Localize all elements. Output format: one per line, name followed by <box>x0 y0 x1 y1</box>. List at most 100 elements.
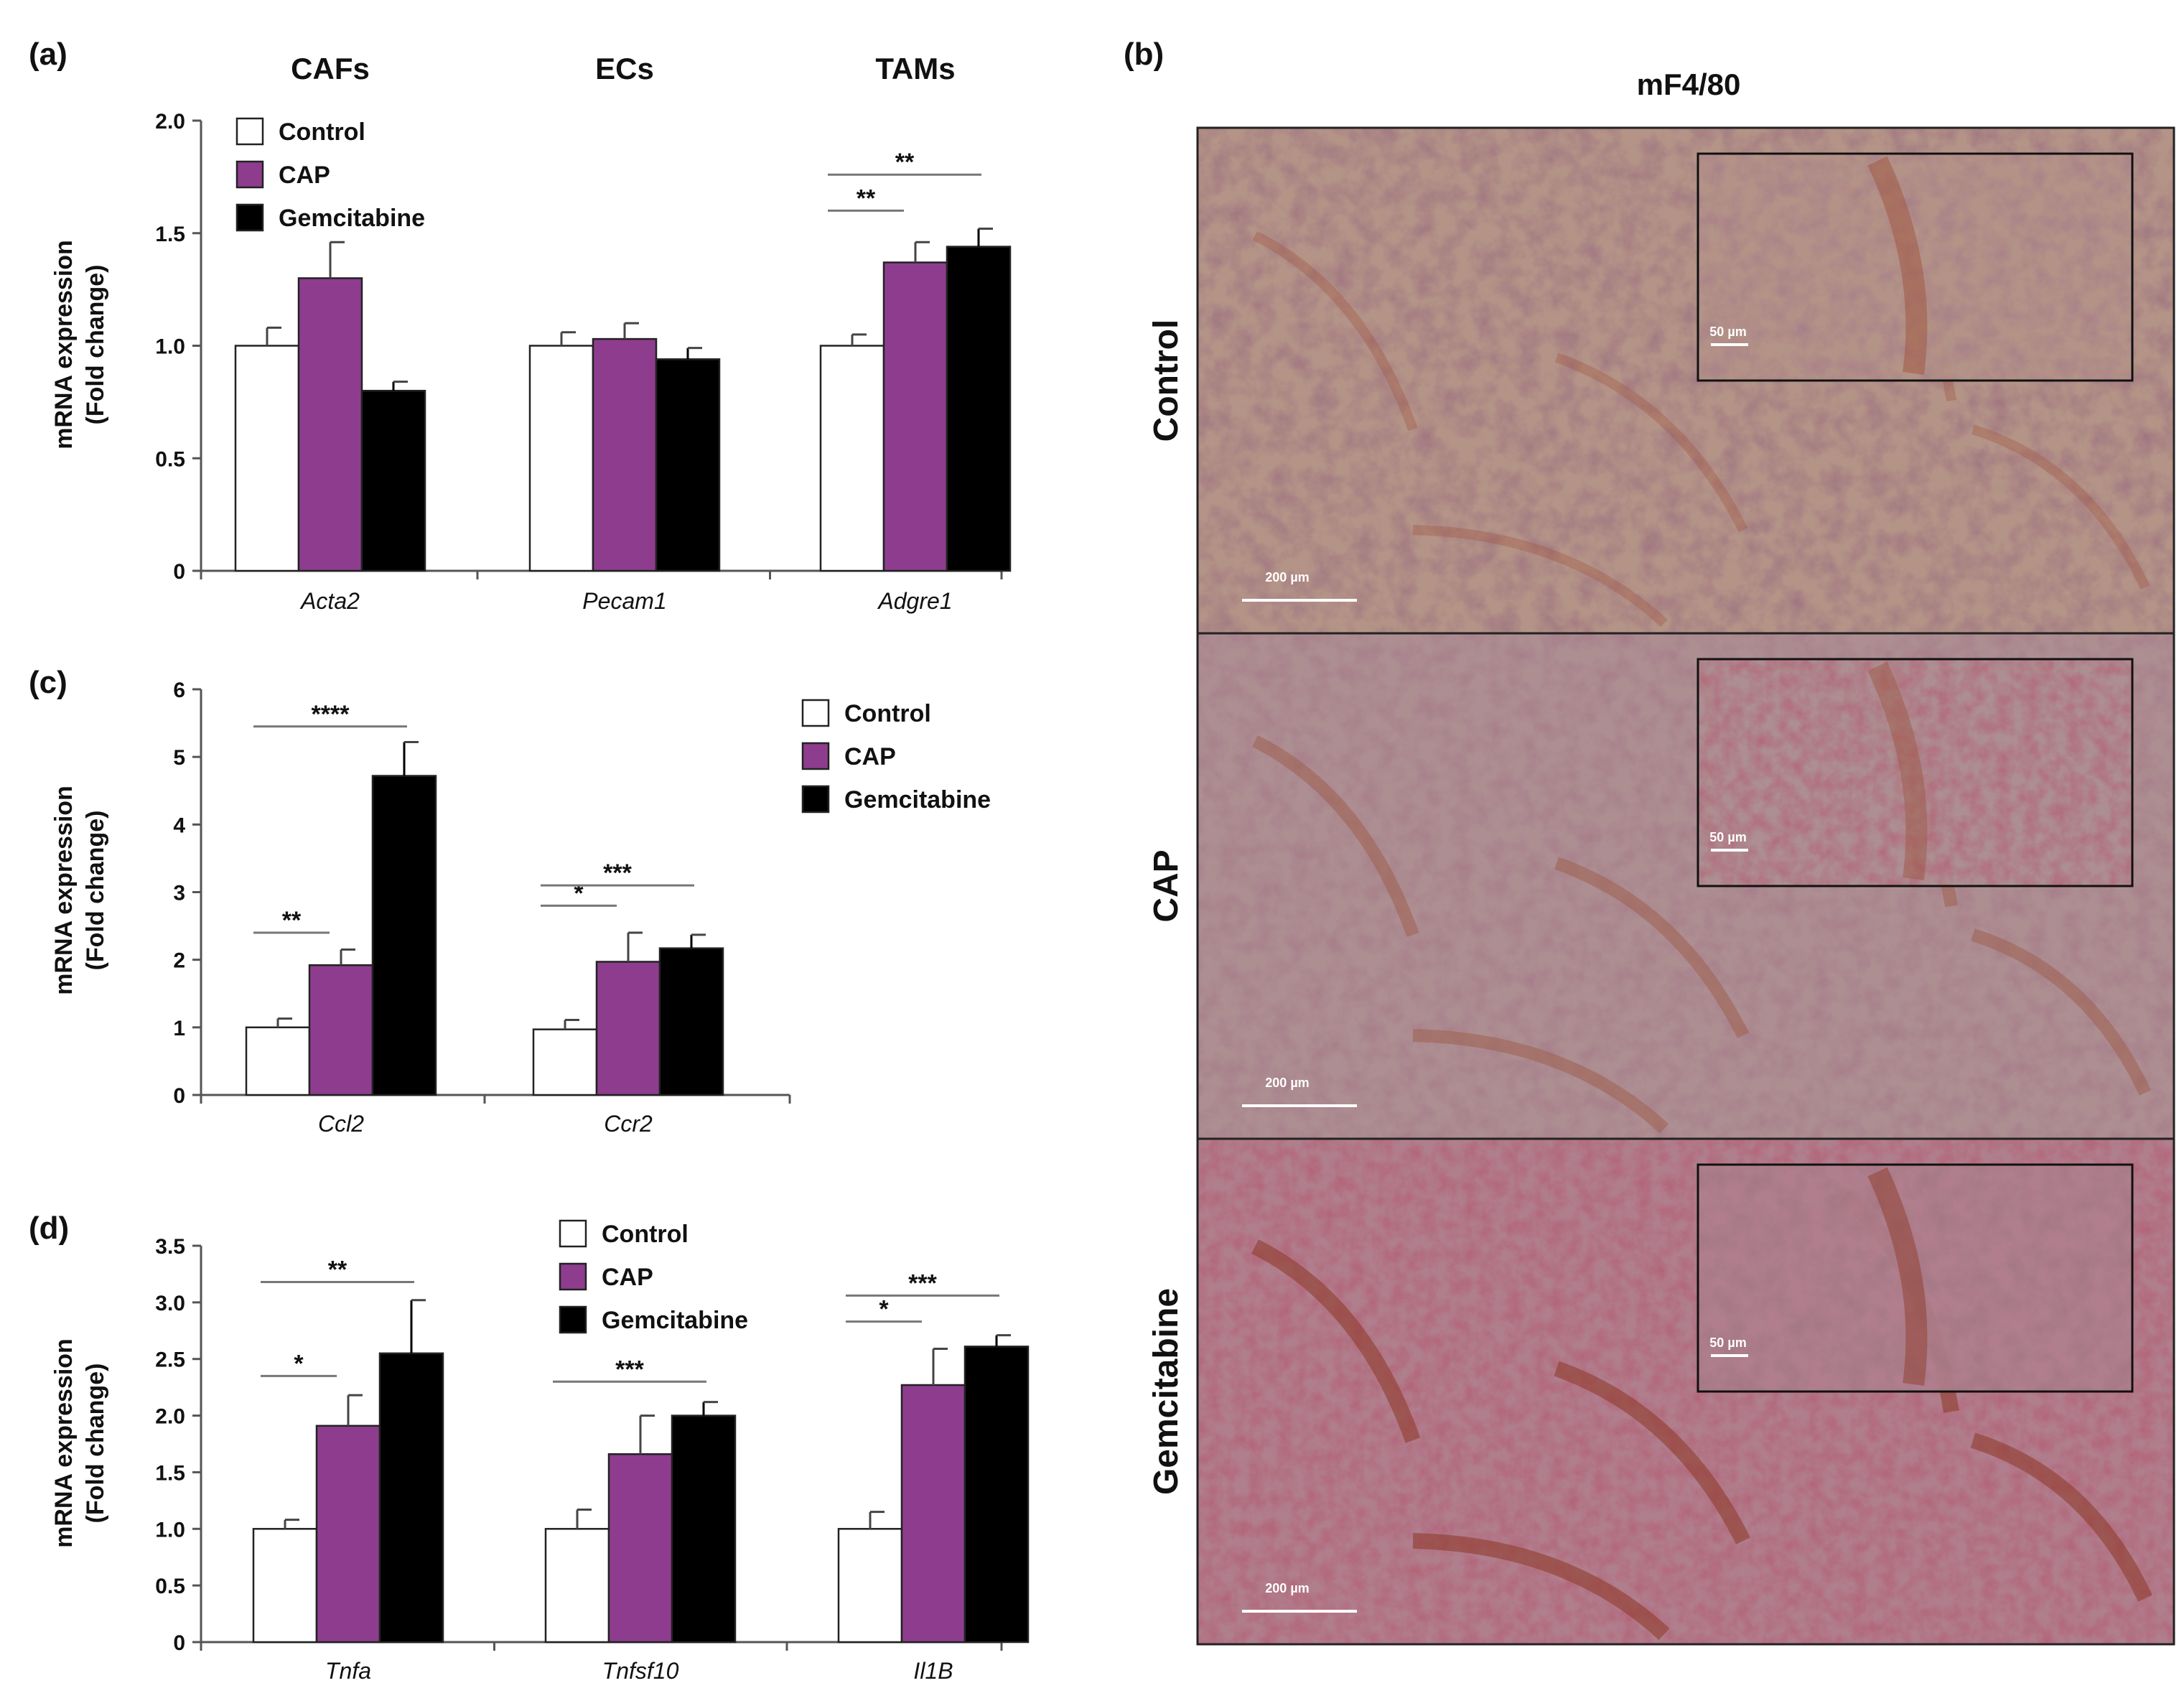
bar <box>592 337 658 572</box>
y-axis-label-line: (Fold change) <box>82 811 109 971</box>
stain-streak <box>1412 1533 1670 1641</box>
bar <box>671 1414 737 1644</box>
bar <box>900 1384 966 1644</box>
micrograph-cap: 50 µm 200 µm <box>1196 632 2175 1140</box>
stain-streak <box>1554 1361 1750 1544</box>
bar <box>607 1453 673 1644</box>
significance-label: ** <box>282 907 302 934</box>
row-label: CAP <box>1147 849 1185 922</box>
significance-label: ** <box>895 149 915 176</box>
y-tick-label: 0.5 <box>155 1575 185 1598</box>
bar <box>234 345 300 572</box>
group-title: CAFs <box>291 52 370 85</box>
y-tick-label: 0 <box>173 1084 185 1108</box>
x-category-label: Il1B <box>913 1658 953 1684</box>
x-category-label: Tnfa <box>325 1658 371 1684</box>
row-label: Gemcitabine <box>1147 1288 1185 1495</box>
bar <box>946 246 1012 572</box>
significance-label: *** <box>615 1356 644 1383</box>
scale-label: 200 µm <box>1265 570 1309 584</box>
stain-streak <box>1251 735 1419 938</box>
legend-swatch <box>801 785 830 814</box>
y-axis-label-line: mRNA expression <box>50 1338 78 1548</box>
legend-swatch <box>235 160 264 189</box>
y-axis-label-line: mRNA expression <box>50 786 78 995</box>
inset-stain <box>1867 1167 1928 1386</box>
y-axis-label-line: (Fold change) <box>82 1364 109 1524</box>
inset-border <box>1697 152 2134 382</box>
x-category-label: Ccl2 <box>318 1111 364 1137</box>
legend-label: Control <box>602 1221 689 1248</box>
y-tick-label: 2 <box>173 949 185 973</box>
y-axis-label: mRNA expression (Fold change) <box>50 240 109 449</box>
stain-streak <box>1970 1432 2152 1602</box>
row-label: Control <box>1147 320 1185 442</box>
panel-label: (c) <box>29 665 67 700</box>
bar <box>595 961 661 1096</box>
y-tick-label: 5 <box>173 746 185 770</box>
bar <box>819 345 885 572</box>
bar <box>245 1026 311 1096</box>
legend-swatch <box>801 742 830 770</box>
legend-swatch <box>801 699 830 727</box>
inset-scale-label: 50 µm <box>1709 325 1746 339</box>
y-axis-label: mRNA expression (Fold change) <box>50 786 109 995</box>
inset-scale-label: 50 µm <box>1709 830 1746 844</box>
bar <box>532 1028 598 1096</box>
significance-label: * <box>879 1296 889 1323</box>
micrograph-title: mF4/80 <box>1637 67 1741 101</box>
micrograph-gemcitabine: 50 µm 200 µm <box>1196 1137 2175 1646</box>
bar <box>882 261 948 572</box>
y-tick-label: 3.0 <box>155 1292 185 1315</box>
legend-label: Control <box>844 700 931 727</box>
stain-streak <box>1554 857 1750 1039</box>
legend-label: Gemcitabine <box>602 1307 748 1334</box>
y-tick-label: 3.5 <box>155 1235 185 1259</box>
group-title: TAMs <box>875 52 955 85</box>
bar <box>655 358 721 572</box>
significance-label: ** <box>857 185 876 212</box>
significance-label: * <box>294 1350 304 1377</box>
y-tick-label: 1 <box>173 1017 185 1040</box>
y-tick-label: 2.0 <box>155 1405 185 1429</box>
y-tick-label: 1.5 <box>155 223 185 246</box>
y-tick-label: 0.5 <box>155 447 185 471</box>
significance-label: **** <box>312 701 350 728</box>
legend-swatch <box>559 1219 587 1248</box>
stain-streak <box>1554 353 1748 533</box>
significance-label: ** <box>328 1256 347 1283</box>
y-tick-label: 1.0 <box>155 1518 185 1542</box>
y-tick-label: 1.5 <box>155 1461 185 1485</box>
bar <box>963 1346 1030 1644</box>
y-tick-label: 0 <box>173 560 185 584</box>
significance-label: *** <box>603 859 632 887</box>
panel-label: (a) <box>29 37 67 72</box>
bar <box>315 1425 381 1644</box>
y-axis-label-line: mRNA expression <box>50 240 78 449</box>
bar <box>528 345 594 572</box>
stain-streak <box>1412 525 1668 628</box>
x-category-label: Acta2 <box>299 588 360 614</box>
x-category-label: Adgre1 <box>877 588 952 614</box>
bar <box>308 964 374 1096</box>
stain-streak <box>1412 1029 1669 1134</box>
bar <box>360 389 426 572</box>
stain-streak <box>1251 1239 1421 1443</box>
y-axis-label-line: (Fold change) <box>82 265 109 425</box>
legend-label: CAP <box>844 743 896 770</box>
micrograph-control: 50 µm 200 µm <box>1196 126 2175 635</box>
legend-label: Control <box>279 118 365 146</box>
inset-stain <box>1867 661 1928 881</box>
group-title: ECs <box>595 52 654 85</box>
significance-label: * <box>574 880 584 907</box>
micrograph-panel: (b) mF4/80 50 µm 200 µm Control 50 µm 200 µm… <box>1124 37 2175 1646</box>
bar <box>378 1352 444 1644</box>
bar <box>837 1528 903 1644</box>
legend-swatch <box>559 1262 587 1291</box>
bar <box>371 775 437 1096</box>
chart-panel-a: (a) 0 0.5 1.0 1.5 2.0 mRNA expression (Fold cha… <box>29 37 1012 614</box>
legend-swatch <box>559 1305 587 1334</box>
legend-label: Gemcitabine <box>844 786 991 814</box>
legend-swatch <box>235 117 264 146</box>
